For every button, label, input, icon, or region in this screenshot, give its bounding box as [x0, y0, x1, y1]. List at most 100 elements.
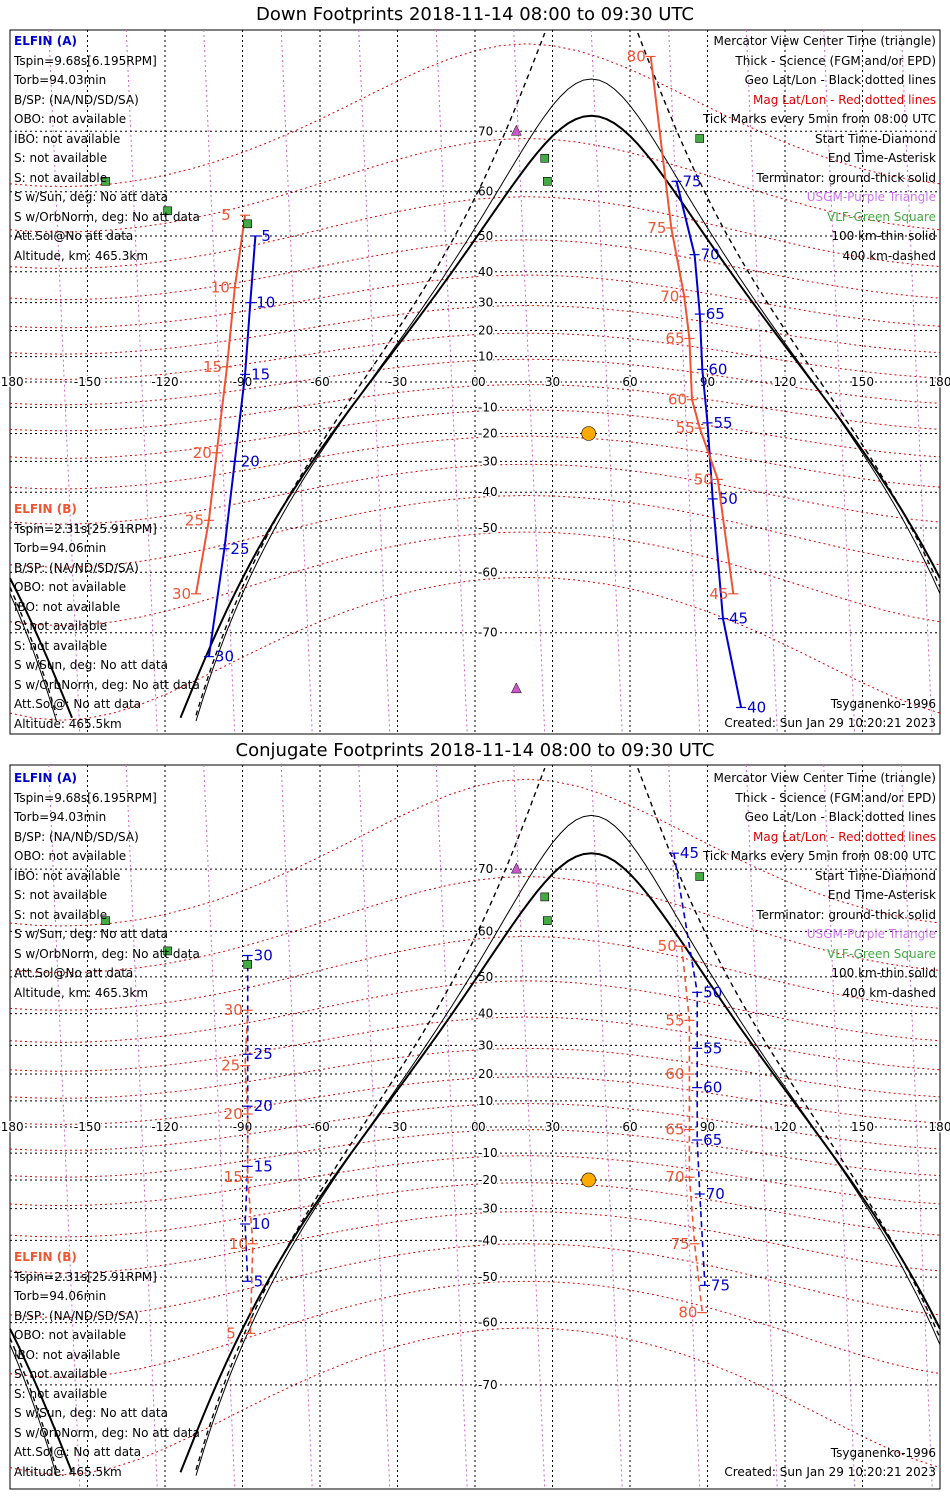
lon-tick-label: 150: [851, 375, 874, 389]
terminator-400km-line: [9, 767, 941, 1471]
lat-tick-label: 60: [478, 924, 493, 938]
lon-tick-label: 30: [545, 1120, 560, 1134]
elfin-a-line: S: not available: [14, 170, 108, 185]
elfin-a-info-bottom: ELFIN (A) Tspin=9.68s[6.195RPM] Torb=94.…: [14, 769, 200, 1003]
terminator-400km-line: [9, 32, 941, 716]
lat-tick-label: 10: [478, 350, 493, 364]
mag-lat-line: [9, 137, 941, 233]
lat-tick-label: 40: [478, 265, 493, 279]
lon-tick-label: -60: [310, 1120, 330, 1134]
lon-tick-label: 90: [700, 1120, 715, 1134]
mag-lat-line: [9, 1047, 941, 1099]
elfin-b-line: S: not available: [14, 638, 108, 653]
mag-lon-line: [280, 764, 313, 1490]
mag-lat-line: [9, 1076, 941, 1125]
legend-item: 100 km-thin solid: [831, 229, 936, 243]
elfin-a-tick-label: 10: [251, 1215, 270, 1233]
elfin-a-tick-label: 5: [254, 1272, 264, 1290]
elfin-b-line: Torb=94.06min: [14, 1289, 107, 1303]
legend-item: VLF-Green Square: [827, 946, 936, 961]
lon-tick-label: -120: [151, 1120, 178, 1134]
elfin-a-line: IBO: not available: [14, 131, 121, 146]
lon-tick-label: 0: [471, 375, 479, 389]
lat-tick-label: -40: [478, 1233, 498, 1247]
legend-item: Start Time-Diamond: [814, 131, 936, 146]
legend-item: 400 km-dashed: [842, 248, 936, 263]
elfin-a-tick-label: 20: [241, 452, 260, 470]
lat-tick-label: 20: [478, 1067, 493, 1081]
mag-lat-line: [9, 935, 941, 1011]
vlf-square-icon: [163, 206, 172, 216]
model-label-top: Tsyganenko-1996: [830, 697, 936, 711]
legend-item: Tick Marks every 5min from 08:00 UTC: [702, 112, 936, 126]
elfin-a-line: IBO: not available: [14, 868, 121, 883]
created-label-top: Created: Sun Jan 29 10:20:21 2023: [724, 716, 936, 730]
elfin-a-line: S: not available: [14, 151, 108, 165]
lat-tick-label: 40: [478, 1007, 493, 1021]
lon-tick-label: -180: [0, 375, 24, 389]
elfin-a-line: B/SP: (NA/ND/SD/SA): [14, 829, 139, 844]
elfin-a-line: Torb=94.03min: [14, 810, 107, 824]
lat-tick-label: 20: [478, 324, 493, 338]
lat-tick-label: -60: [478, 1316, 498, 1330]
elfin-a-tick-label: 50: [719, 490, 738, 508]
lat-tick-label: 60: [478, 185, 493, 199]
lat-tick-label: -10: [478, 400, 498, 414]
legend-item: Mercator View Center Time (triangle): [713, 771, 936, 785]
elfin-a-line: S: not available: [14, 907, 108, 922]
legend-item: 400 km-dashed: [842, 985, 936, 1000]
elfin-a-line: S w/Sun, deg: No att data: [14, 927, 168, 941]
lat-tick-label: -10: [478, 1146, 498, 1160]
elfin-b-line: OBO: not available: [14, 580, 127, 594]
elfin-b-tick-label: 30: [224, 1001, 243, 1019]
elfin-b-tick-label: 80: [627, 48, 646, 66]
elfin-b-tick-label: 10: [229, 1235, 248, 1253]
panel-title-down: Down Footprints 2018-11-14 08:00 to 09:3…: [256, 4, 694, 25]
elfin-a-tick-label: 25: [230, 540, 249, 558]
vlf-square-icon: [695, 134, 705, 143]
elfin-b-line: Altitude: 465.5km: [14, 1464, 122, 1479]
elfin-b-tick-label: 60: [665, 1065, 684, 1083]
elfin-a-tick-label: 65: [703, 1131, 722, 1149]
legend-item: Terminator: ground-thick solid: [756, 170, 936, 185]
elfin-b-tick-label: 50: [694, 470, 713, 488]
lat-tick-label: -30: [478, 454, 498, 468]
elfin-b-tick-label: 45: [709, 585, 728, 603]
legend-item: End Time-Asterisk: [827, 151, 936, 165]
lon-tick-label: 120: [774, 1120, 797, 1134]
elfin-a-tick-label: 75: [711, 1276, 730, 1294]
terminator-100km-line: [9, 78, 941, 722]
vlf-square-icon: [543, 177, 552, 186]
elfin-a-tick-label: 5: [261, 227, 271, 245]
vlf-square-icon: [101, 177, 110, 186]
elfin-a-line: Torb=94.03min: [14, 73, 107, 87]
elfin-a-track-line: [244, 955, 249, 1282]
elfin-b-tick-label: 20: [224, 1105, 243, 1123]
mag-lon-line: [203, 764, 236, 1490]
elfin-a-tick-label: 50: [703, 983, 722, 1001]
elfin-b-tick-label: 5: [221, 206, 231, 224]
mag-lon-line: [668, 764, 701, 1490]
legend-item: Thick - Science (FGM and/or EPD): [735, 790, 936, 805]
vlf-square-icon: [540, 153, 550, 163]
elfin-b-tick-label: 25: [185, 511, 204, 529]
lon-tick-label: -60: [310, 375, 330, 389]
mag-lon-line: [745, 764, 778, 1490]
model-label-bottom: Tsyganenko-1996: [830, 1446, 936, 1460]
elfin-b-header: ELFIN (B): [14, 502, 77, 516]
lat-tick-label: -70: [478, 1378, 498, 1392]
lon-tick-label: -150: [74, 375, 101, 389]
lon-tick-label: -120: [151, 375, 178, 389]
elfin-b-line: IBO: not available: [14, 599, 121, 614]
elfin-b-track-line: [195, 215, 247, 594]
vlf-square-icon: [540, 892, 550, 902]
elfin-b-line: Att.Sol@: No att data: [14, 1445, 142, 1459]
mag-lat-line: [9, 304, 941, 355]
usgm-triangle-icon: [510, 682, 522, 694]
vlf-square-icon: [543, 916, 552, 925]
lon-tick-label: 30: [545, 375, 560, 389]
elfin-b-tick-label: 30: [172, 585, 191, 603]
elfin-a-track-line: [675, 181, 743, 708]
elfin-b-line: Tspin=2.31s[25.91RPM]: [14, 521, 157, 536]
legend-item: USGM-Purple Triangle: [806, 190, 936, 204]
